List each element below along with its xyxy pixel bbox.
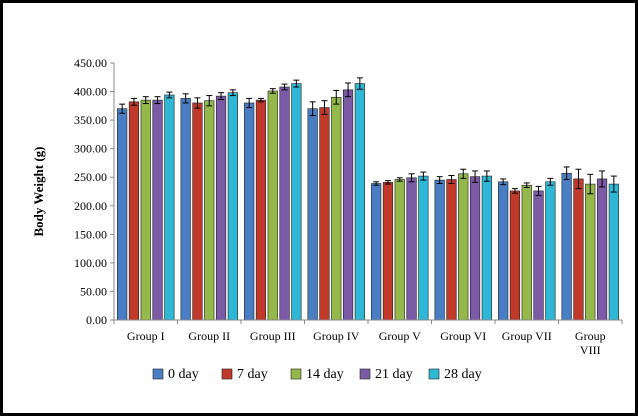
legend-item: 28 day: [428, 367, 482, 382]
x-category-label-line: VIII: [580, 343, 601, 357]
x-category-label: Group II: [188, 329, 230, 343]
x-category-label-line: Group III: [250, 329, 296, 343]
y-tick-label: 450.00: [74, 56, 107, 70]
legend: 0 day 7 day 14 day 21 day 28 day: [152, 367, 482, 382]
legend-item: 21 day: [359, 367, 413, 382]
y-tick-label: 350.00: [74, 113, 107, 127]
x-category-label: Group V: [379, 329, 421, 343]
legend-label: 14 day: [306, 367, 344, 382]
x-axis: Group I Group II Group III Group IV Group V G…: [113, 319, 623, 357]
y-axis: 0.00 50.00 100.00 150.00 200.00 250.00 300.00 3…: [74, 56, 115, 327]
bar: [545, 181, 556, 321]
y-tick-label: 200.00: [74, 199, 107, 213]
bar: [354, 83, 365, 321]
x-category-label-line: Group VII: [502, 329, 552, 343]
bar: [192, 102, 203, 321]
legend-label: 0 day: [168, 367, 199, 382]
bar: [382, 182, 394, 321]
bar: [128, 101, 140, 321]
bar: [117, 108, 128, 321]
legend-label: 21 day: [375, 367, 413, 382]
bar: [244, 102, 255, 321]
bar: [561, 172, 572, 321]
x-category-label-line: Group VI: [440, 329, 486, 343]
bar: [446, 179, 457, 321]
bar: [331, 96, 342, 321]
legend-swatch: [359, 368, 371, 380]
bar: [227, 92, 238, 321]
x-category-label-line: Group V: [379, 329, 421, 343]
bar: [418, 175, 429, 321]
bar: [469, 176, 481, 321]
bar: [533, 190, 544, 321]
bar: [481, 175, 492, 321]
x-category-label-line: Group I: [127, 329, 165, 343]
bar: [267, 90, 278, 321]
bar: [140, 99, 151, 321]
legend-swatch: [152, 368, 164, 380]
bar: [406, 177, 417, 321]
legend-label: 7 day: [237, 367, 268, 382]
y-tick-label: 250.00: [74, 170, 107, 184]
bars: [117, 77, 619, 321]
y-axis-label: Body Weight (g): [31, 146, 46, 236]
legend-item: 14 day: [290, 367, 344, 382]
bar-chart: 0.00 50.00 100.00 150.00 200.00 250.00 300.00 3…: [31, 56, 623, 382]
bar: [596, 178, 608, 321]
bar: [319, 107, 330, 321]
x-category-label-line: Group IV: [313, 329, 360, 343]
bar: [180, 98, 191, 321]
y-tick-label: 50.00: [80, 284, 107, 298]
bar: [458, 173, 469, 321]
legend-swatch: [221, 368, 233, 380]
legend-swatch: [290, 368, 302, 380]
x-category-label-line: Group II: [188, 329, 230, 343]
bar: [394, 179, 405, 321]
y-tick-label: 0.00: [86, 313, 107, 327]
x-category-label: Group IV: [313, 329, 360, 343]
y-tick-label: 300.00: [74, 142, 107, 156]
bar: [521, 184, 532, 321]
bar: [291, 83, 302, 321]
bar: [608, 183, 619, 321]
y-tick-label: 400.00: [74, 85, 107, 99]
x-category-label: Group III: [250, 329, 296, 343]
bar: [371, 183, 382, 321]
bar: [585, 183, 596, 321]
legend-item: 7 day: [221, 367, 268, 382]
bar: [498, 181, 509, 321]
y-tick-label: 150.00: [74, 227, 107, 241]
bar: [215, 95, 227, 321]
legend-item: 0 day: [152, 367, 199, 382]
bar: [307, 108, 318, 321]
bar: [152, 99, 163, 321]
bar: [204, 100, 215, 321]
bar: [434, 179, 445, 321]
bar: [255, 99, 267, 321]
x-category-label-line: Group: [575, 329, 606, 343]
legend-swatch: [428, 368, 440, 380]
bar: [342, 89, 354, 321]
x-category-label: Group VII: [502, 329, 552, 343]
bar: [164, 94, 175, 321]
bar: [573, 178, 584, 321]
bar: [279, 86, 290, 321]
y-tick-label: 100.00: [74, 256, 107, 270]
x-category-label: Group VIII: [575, 329, 606, 357]
bar: [509, 190, 521, 321]
x-category-label: Group VI: [440, 329, 486, 343]
x-category-label: Group I: [127, 329, 165, 343]
legend-label: 28 day: [444, 367, 482, 382]
